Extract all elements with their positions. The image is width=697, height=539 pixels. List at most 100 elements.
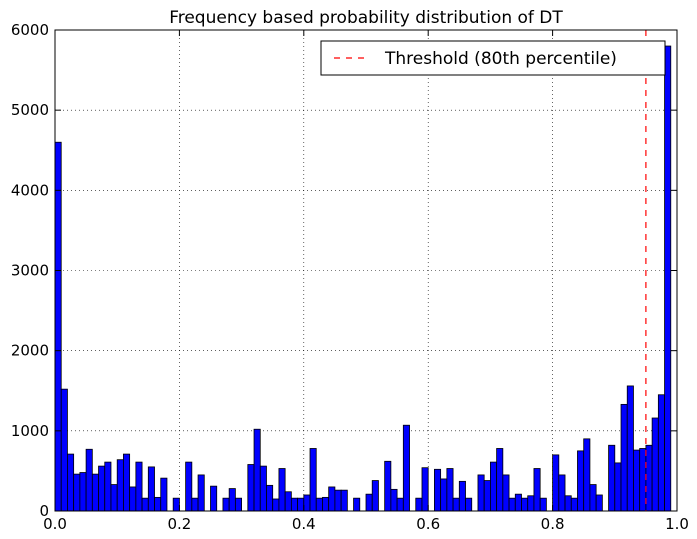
histogram-bars — [54, 45, 672, 512]
histogram-bar — [266, 484, 274, 512]
histogram-bar — [558, 474, 566, 512]
histogram-bar — [365, 493, 373, 512]
histogram-bar — [626, 385, 634, 512]
histogram-bar — [315, 497, 323, 512]
x-tick-label: 0.0 — [43, 515, 67, 533]
histogram-bar — [303, 494, 311, 512]
histogram-bar — [657, 394, 665, 512]
histogram-bar — [154, 496, 162, 512]
histogram-bar — [172, 497, 180, 512]
histogram-bar — [552, 454, 560, 512]
histogram-bar — [421, 467, 429, 512]
histogram-bar — [98, 465, 106, 512]
histogram-bar — [614, 462, 622, 512]
histogram-bar — [278, 468, 286, 512]
histogram-bar — [465, 497, 473, 512]
histogram-bar — [110, 484, 118, 512]
histogram-bar — [384, 460, 392, 512]
histogram-bar — [577, 450, 585, 512]
histogram-bar — [272, 498, 280, 512]
histogram-bar — [79, 472, 87, 512]
histogram-bar — [129, 486, 137, 512]
histogram-bar — [533, 468, 541, 512]
histogram-bar — [73, 473, 81, 512]
histogram-bar — [496, 448, 504, 512]
histogram-bar — [502, 474, 510, 512]
axis-ticks — [54, 29, 678, 512]
histogram-bar — [228, 488, 236, 512]
histogram-bar — [446, 468, 454, 512]
histogram-bar — [608, 444, 616, 512]
histogram-bar — [396, 497, 404, 512]
y-tick-label: 5000 — [11, 101, 49, 119]
histogram-bar — [440, 478, 448, 512]
histogram-bar — [527, 495, 535, 512]
histogram-bar — [147, 466, 155, 512]
histogram-bar — [521, 497, 529, 512]
histogram-bar — [222, 497, 230, 512]
histogram-bar — [284, 491, 292, 512]
chart-title: Frequency based probability distribution… — [169, 8, 563, 28]
histogram-bar — [452, 497, 460, 512]
histogram-bar — [135, 461, 143, 512]
histogram-bar — [651, 417, 659, 512]
histogram-bar — [104, 461, 112, 512]
legend-box — [320, 40, 666, 76]
histogram-bar — [371, 480, 379, 512]
y-tick-label: 4000 — [11, 181, 49, 199]
legend: Threshold (80th percentile) — [320, 40, 666, 76]
y-tick-label: 6000 — [11, 21, 49, 39]
histogram-bar — [290, 497, 298, 512]
histogram-bar — [434, 468, 442, 512]
grid-lines — [55, 30, 677, 511]
histogram-bar — [123, 453, 131, 512]
histogram-bar — [402, 424, 410, 512]
histogram-bar — [234, 497, 243, 512]
histogram-bar — [116, 459, 124, 512]
histogram-bar — [191, 497, 199, 512]
histogram-bar — [334, 489, 342, 512]
histogram-bar — [639, 448, 647, 512]
histogram-bar — [247, 464, 255, 512]
histogram-bar — [322, 496, 330, 512]
histogram-bar — [514, 493, 522, 512]
x-tick-label: 0.4 — [292, 515, 316, 533]
x-tick-label: 0.8 — [541, 515, 565, 533]
histogram-bar — [620, 403, 628, 512]
x-tick-label: 0.2 — [167, 515, 191, 533]
histogram-bar — [539, 497, 547, 512]
y-tick-label: 3000 — [11, 262, 49, 280]
histogram-bar — [141, 497, 149, 512]
histogram-bar — [67, 453, 75, 512]
histogram-bar — [570, 497, 578, 512]
y-axis-tick-labels: 0 1000 2000 3000 4000 5000 6000 — [11, 21, 49, 520]
histogram-bar — [309, 448, 317, 512]
histogram-bar — [197, 474, 205, 512]
histogram-bar — [595, 494, 603, 512]
histogram-bar — [564, 495, 572, 512]
y-tick-label: 0 — [39, 502, 49, 520]
histogram-bar — [489, 461, 498, 512]
histogram-bar — [353, 497, 361, 512]
histogram-bar — [340, 489, 348, 512]
histogram-bar — [210, 485, 218, 512]
y-tick-label: 2000 — [11, 342, 49, 360]
histogram-bar — [415, 497, 423, 512]
histogram-bar — [60, 388, 68, 512]
histogram-bar — [91, 473, 99, 512]
histogram-bar — [54, 141, 62, 512]
histogram-bar — [633, 449, 641, 512]
histogram-bar — [477, 474, 485, 512]
histogram-bar — [390, 488, 398, 512]
x-axis-tick-labels: 0.0 0.2 0.4 0.6 0.8 1.0 — [43, 515, 689, 533]
histogram-bar — [259, 465, 267, 512]
histogram-bar — [583, 438, 591, 512]
histogram-bar — [458, 480, 466, 512]
histogram-bar — [297, 497, 305, 512]
histogram-bar — [483, 480, 491, 512]
histogram-bar — [253, 428, 261, 512]
histogram-bar — [328, 486, 336, 512]
histogram-bar — [185, 461, 193, 512]
legend-threshold-label: Threshold (80th percentile) — [384, 49, 617, 69]
y-tick-label: 1000 — [11, 422, 49, 440]
